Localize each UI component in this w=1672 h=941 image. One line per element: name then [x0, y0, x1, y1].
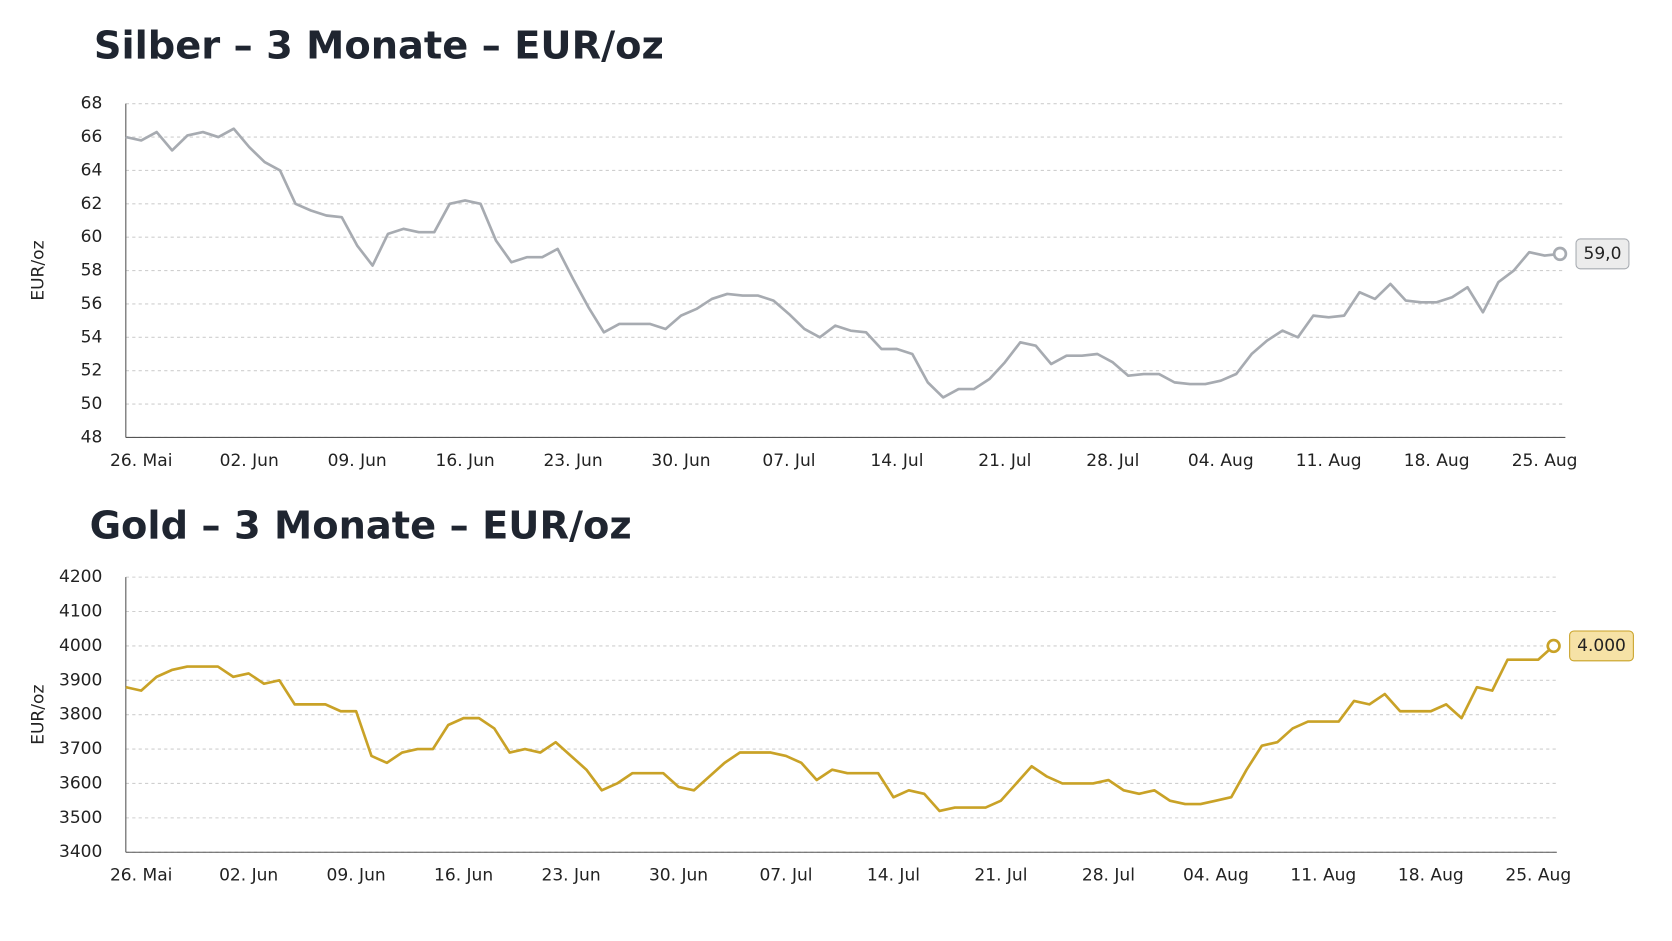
- x-tick-label: 02. Jun: [220, 451, 279, 471]
- x-tick-label: 07. Jul: [762, 451, 815, 471]
- x-tick-label: 30. Jun: [651, 451, 710, 471]
- y-tick-label: 50: [81, 394, 103, 414]
- y-tick-label: 52: [81, 361, 103, 381]
- end-marker: [1552, 246, 1568, 262]
- y-tick-label: 68: [81, 94, 103, 114]
- y-tick-label: 3500: [59, 808, 102, 828]
- x-tick-label: 26. Mai: [110, 866, 172, 886]
- y-tick-label: 48: [81, 427, 103, 447]
- y-tick-label: 4000: [59, 636, 102, 656]
- value-label: 59,0: [1575, 238, 1630, 270]
- x-tick-label: 18. Aug: [1404, 451, 1470, 471]
- end-marker: [1546, 638, 1561, 654]
- line: [125, 127, 1561, 399]
- y-tick-label: 62: [81, 194, 103, 214]
- x-tick-label: 25. Aug: [1505, 866, 1571, 886]
- x-tick-label: 04. Aug: [1188, 451, 1254, 471]
- x-tick-label: 28. Jul: [1086, 451, 1139, 471]
- value-label: 4.000: [1569, 630, 1634, 662]
- chart-title: Silber – 3 Monate – EUR/oz: [94, 24, 664, 69]
- y-tick-label: 3900: [59, 670, 102, 690]
- y-axis-label: EUR/oz: [28, 240, 48, 300]
- x-tick-label: 11. Aug: [1296, 451, 1362, 471]
- x-tick-label: 11. Aug: [1290, 866, 1356, 886]
- value-label-box: [1569, 630, 1634, 662]
- value-label-box: [1575, 238, 1630, 270]
- x-tick-label: 07. Jul: [759, 866, 812, 886]
- x-tick-label: 25. Aug: [1512, 451, 1578, 471]
- x-tick-label: 14. Jul: [870, 451, 923, 471]
- y-tick-label: 66: [81, 127, 103, 147]
- x-tick-label: 21. Jul: [978, 451, 1031, 471]
- y-tick-label: 3800: [59, 705, 102, 725]
- y-tick-label: 3400: [59, 842, 102, 862]
- x-tick-label: 09. Jun: [327, 866, 386, 886]
- x-tick-label: 16. Jun: [436, 451, 495, 471]
- y-tick-label: 54: [81, 327, 103, 347]
- x-tick-label: 18. Aug: [1398, 866, 1464, 886]
- x-tick-label: 26. Mai: [110, 451, 172, 471]
- x-tick-label: 23. Jun: [541, 866, 600, 886]
- x-tick-label: 04. Aug: [1183, 866, 1249, 886]
- y-tick-label: 4200: [59, 567, 102, 587]
- y-tick-label: 60: [81, 227, 103, 247]
- y-tick-label: 4100: [59, 602, 102, 622]
- value-label-text: 59,0: [1583, 244, 1621, 264]
- y-tick-label: 58: [81, 261, 103, 281]
- x-tick-label: 28. Jul: [1082, 866, 1135, 886]
- y-axis-label: EUR/oz: [28, 685, 48, 745]
- y-tick-label: 3600: [59, 773, 102, 793]
- x-tick-label: 14. Jul: [867, 866, 920, 886]
- x-tick-label: 23. Jun: [543, 451, 602, 471]
- chart-title: Gold – 3 Monate – EUR/oz: [90, 504, 632, 549]
- x-tick-label: 02. Jun: [219, 866, 278, 886]
- x-tick-label: 30. Jun: [649, 866, 708, 886]
- x-tick-label: 21. Jul: [974, 866, 1027, 886]
- x-tick-label: 16. Jun: [434, 866, 493, 886]
- y-tick-label: 64: [81, 160, 103, 180]
- line: [125, 644, 1555, 813]
- value-label-text: 4.000: [1577, 636, 1626, 656]
- y-tick-label: 3700: [59, 739, 102, 759]
- x-tick-label: 09. Jun: [328, 451, 387, 471]
- y-tick-label: 56: [81, 294, 103, 314]
